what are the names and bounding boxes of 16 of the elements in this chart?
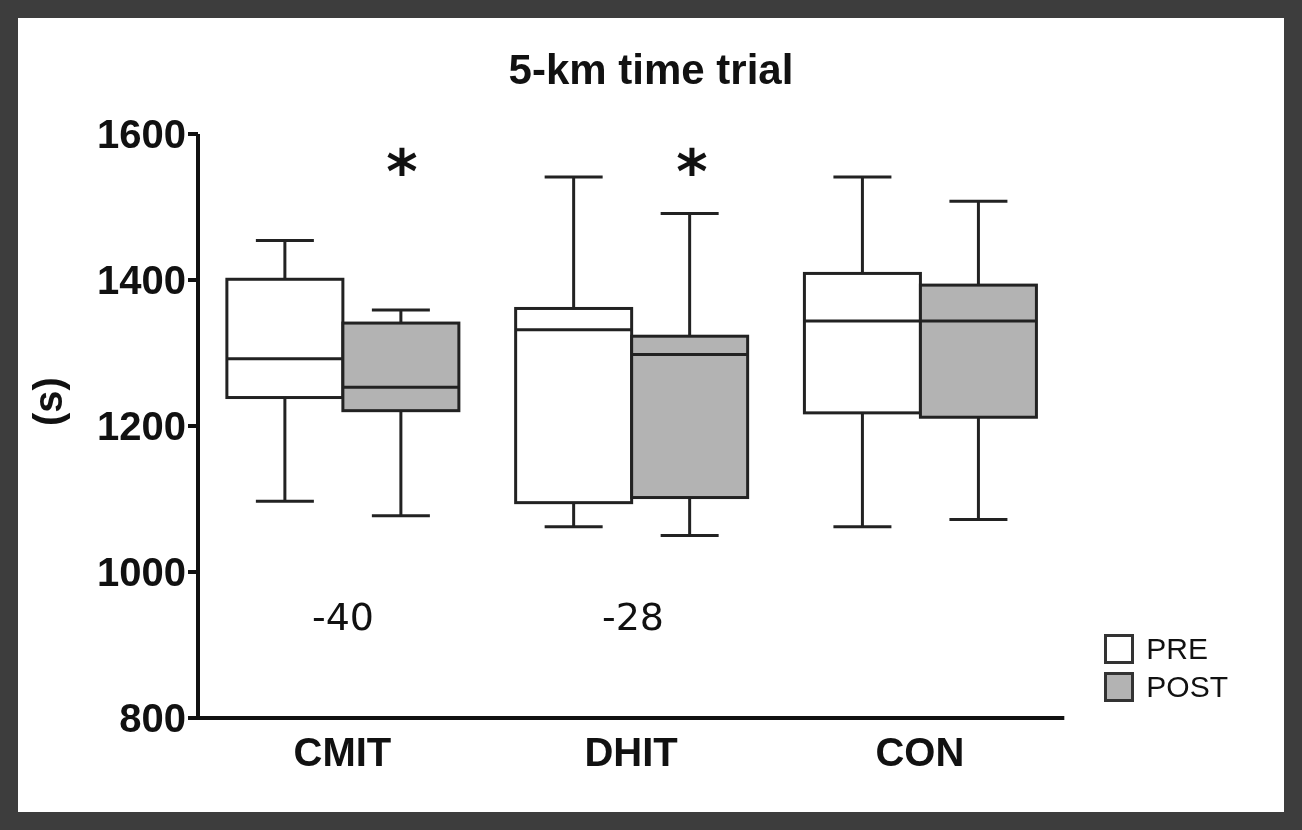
x-tick-label: CON xyxy=(875,730,965,775)
legend-label: POST xyxy=(1146,670,1228,704)
y-tick-label: 1600 xyxy=(97,112,186,157)
y-axis-title: (s) xyxy=(26,377,71,426)
x-tick-label: CMIT xyxy=(293,730,392,775)
annotation: -28 xyxy=(600,594,666,641)
y-tick-label: 800 xyxy=(119,696,186,741)
annotation: * xyxy=(385,137,419,207)
y-tick-label: 1000 xyxy=(97,550,186,595)
chart-title: 5-km time trial xyxy=(507,46,795,94)
text: PRE xyxy=(1146,632,1208,666)
y-tick-label: 1200 xyxy=(97,404,186,449)
annotation: * xyxy=(675,137,709,207)
annotation: -40 xyxy=(310,594,376,641)
x-tick-label: DHIT xyxy=(584,730,678,775)
y-tick-label: 1400 xyxy=(97,258,186,303)
